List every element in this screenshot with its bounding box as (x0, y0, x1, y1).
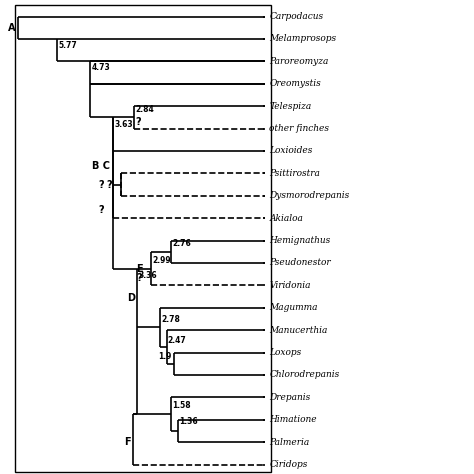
Text: Magumma: Magumma (269, 303, 318, 312)
Text: 3.63: 3.63 (114, 120, 133, 129)
Text: 1.58: 1.58 (172, 401, 191, 410)
Text: Himatione: Himatione (269, 415, 317, 424)
Text: D: D (128, 293, 136, 303)
Text: ?: ? (99, 205, 104, 215)
Text: 4.73: 4.73 (91, 63, 110, 72)
Text: Drepanis: Drepanis (269, 393, 310, 402)
Text: Chlorodrepanis: Chlorodrepanis (269, 371, 339, 379)
Text: Paroreomyza: Paroreomyza (269, 57, 328, 66)
Text: Viridonia: Viridonia (269, 281, 311, 290)
Text: Loxioides: Loxioides (269, 146, 313, 155)
Text: 1.36: 1.36 (179, 417, 198, 426)
Text: Melamprosops: Melamprosops (269, 35, 337, 44)
Text: ?: ? (135, 117, 141, 127)
Text: ?: ? (137, 273, 142, 283)
Text: Hemignathus: Hemignathus (269, 236, 330, 245)
Text: 2.99: 2.99 (152, 255, 171, 264)
Text: Telespiza: Telespiza (269, 102, 311, 110)
Text: Akialoa: Akialoa (269, 214, 303, 223)
Bar (15, 5, 271, 472)
Text: 3.36: 3.36 (139, 271, 157, 280)
Text: Pseudonestor: Pseudonestor (269, 258, 331, 267)
Text: 2.84: 2.84 (135, 105, 154, 114)
Text: 2.78: 2.78 (161, 316, 180, 325)
Text: 5.77: 5.77 (58, 41, 77, 50)
Text: 2.76: 2.76 (172, 239, 191, 248)
Text: 2.47: 2.47 (168, 336, 187, 345)
Text: Psittirostra: Psittirostra (269, 169, 320, 178)
Text: other finches: other finches (269, 124, 329, 133)
Text: Manucerthia: Manucerthia (269, 326, 328, 335)
Text: A: A (8, 23, 16, 33)
Text: Carpodacus: Carpodacus (269, 12, 323, 21)
Text: E: E (136, 264, 143, 273)
Text: ?: ? (99, 180, 104, 190)
Text: F: F (124, 437, 130, 447)
Text: Loxops: Loxops (269, 348, 301, 357)
Text: Palmeria: Palmeria (269, 438, 310, 447)
Text: Oreomystis: Oreomystis (269, 79, 321, 88)
Text: Ciridops: Ciridops (269, 460, 308, 469)
Text: 1.9: 1.9 (158, 352, 171, 361)
Text: ?: ? (107, 180, 112, 190)
Text: B C: B C (92, 161, 110, 171)
Text: Dysmorodrepanis: Dysmorodrepanis (269, 191, 349, 200)
